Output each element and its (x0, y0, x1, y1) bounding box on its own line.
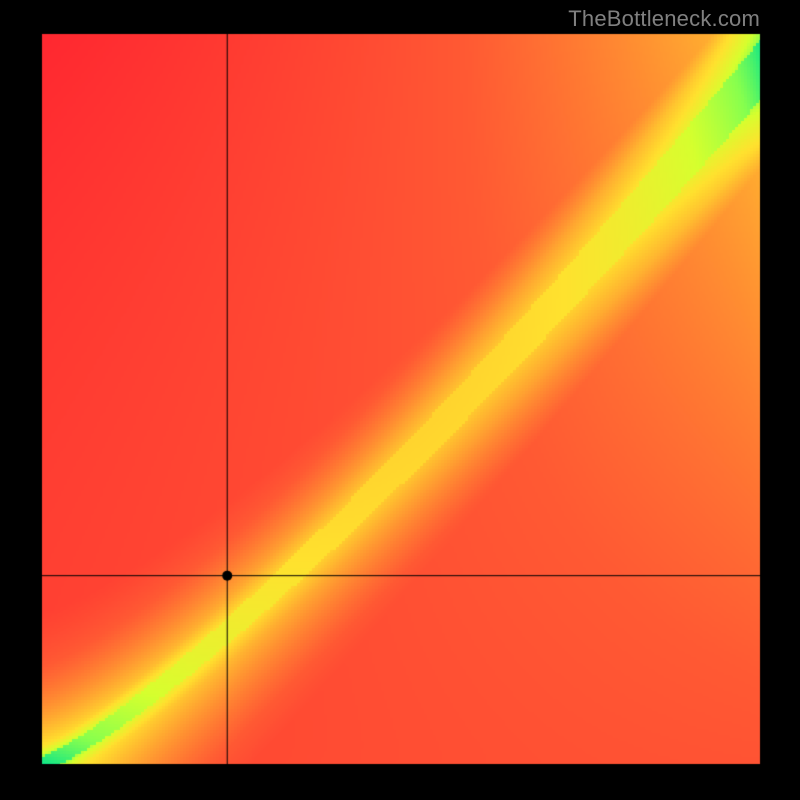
bottleneck-heatmap (0, 0, 800, 800)
chart-container: TheBottleneck.com (0, 0, 800, 800)
watermark-text: TheBottleneck.com (568, 6, 760, 32)
